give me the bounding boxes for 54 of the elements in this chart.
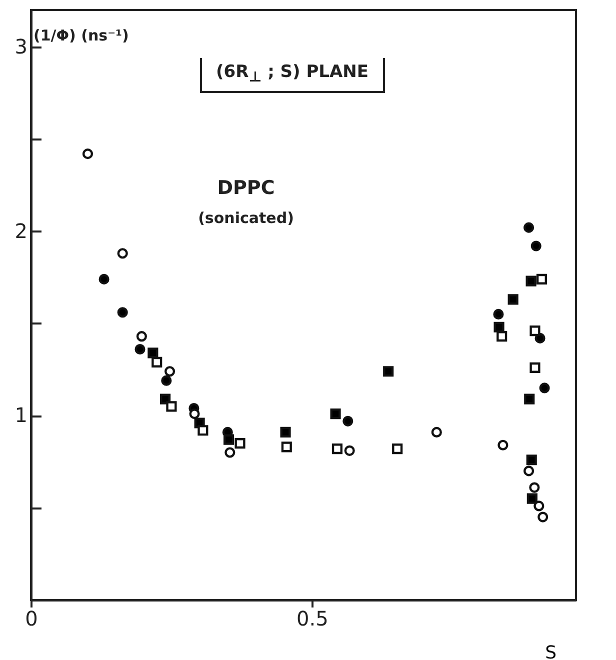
point <box>383 366 394 377</box>
point <box>148 348 158 358</box>
point <box>234 438 246 449</box>
point <box>164 366 176 377</box>
point <box>530 240 542 252</box>
point <box>508 294 518 305</box>
y-tick-label: 2 <box>14 218 28 243</box>
point <box>498 440 508 450</box>
point <box>332 444 342 454</box>
point <box>529 482 540 493</box>
point <box>280 426 291 438</box>
point <box>526 454 537 466</box>
point <box>524 394 535 404</box>
point <box>117 307 128 318</box>
point <box>539 382 550 394</box>
point <box>530 362 540 373</box>
point <box>392 444 403 454</box>
point <box>526 276 536 286</box>
title-frame: (6R$_{⊥}$ ; S) PLANE <box>200 58 385 94</box>
point <box>536 274 548 284</box>
point <box>344 445 355 456</box>
point <box>136 331 147 342</box>
point <box>330 408 341 420</box>
point <box>166 401 177 412</box>
point <box>342 416 354 426</box>
point <box>152 356 162 368</box>
x-axis-title: S <box>545 642 556 660</box>
point <box>534 500 544 512</box>
point <box>526 493 538 504</box>
point <box>496 331 508 342</box>
point <box>530 326 540 336</box>
point <box>198 425 208 436</box>
point <box>493 308 504 320</box>
y-tick-label: 1 <box>14 403 28 428</box>
point <box>82 148 94 160</box>
point <box>431 426 442 438</box>
point <box>224 447 236 458</box>
point <box>494 322 504 332</box>
point <box>538 512 548 522</box>
point <box>98 274 110 284</box>
point <box>117 248 128 259</box>
point <box>161 375 172 386</box>
annotation: (sonicated) <box>198 209 294 227</box>
x-tick-label: 0.5 <box>296 606 328 630</box>
y-tick-label: 3 <box>14 34 28 58</box>
point <box>134 344 146 355</box>
point <box>189 408 200 420</box>
y-axis-title: (1/Φ) (ns⁻¹) <box>34 26 129 44</box>
point <box>223 434 234 445</box>
point <box>281 442 292 452</box>
annotation: DPPC <box>217 177 275 199</box>
point <box>524 466 534 476</box>
point <box>524 222 534 233</box>
x-tick-label: 0 <box>25 606 38 630</box>
